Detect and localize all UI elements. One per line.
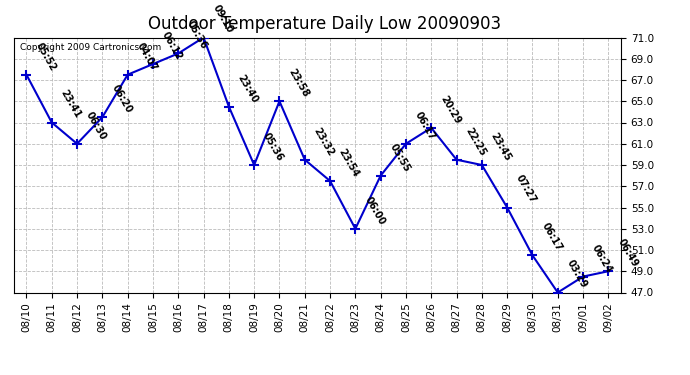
Text: 05:36: 05:36 (261, 131, 285, 163)
Text: 05:55: 05:55 (388, 142, 412, 174)
Text: 22:25: 22:25 (464, 126, 488, 158)
Text: 04:07: 04:07 (135, 40, 159, 72)
Text: 23:54: 23:54 (337, 147, 361, 179)
Text: 07:27: 07:27 (514, 174, 538, 206)
Text: Outdoor Temperature Daily Low 20090903: Outdoor Temperature Daily Low 20090903 (148, 15, 501, 33)
Text: 06:30: 06:30 (84, 110, 108, 142)
Text: 06:12: 06:12 (160, 30, 184, 62)
Text: 23:40: 23:40 (236, 72, 260, 104)
Text: 05:36: 05:36 (185, 20, 209, 51)
Text: 06:17: 06:17 (413, 110, 437, 142)
Text: 05:52: 05:52 (33, 40, 57, 72)
Text: 23:58: 23:58 (286, 67, 310, 99)
Text: Copyright 2009 Cartronics.com: Copyright 2009 Cartronics.com (20, 43, 161, 52)
Text: 09:10: 09:10 (210, 3, 235, 35)
Text: 06:17: 06:17 (540, 221, 564, 253)
Text: 06:00: 06:00 (362, 195, 386, 226)
Text: 03:29: 03:29 (564, 258, 589, 290)
Text: 06:49: 06:49 (615, 237, 640, 269)
Text: 20:29: 20:29 (438, 94, 462, 126)
Text: 06:20: 06:20 (109, 83, 133, 115)
Text: 06:24: 06:24 (590, 243, 614, 274)
Text: 23:41: 23:41 (59, 88, 83, 120)
Text: 23:45: 23:45 (489, 131, 513, 163)
Text: 23:32: 23:32 (312, 126, 336, 158)
